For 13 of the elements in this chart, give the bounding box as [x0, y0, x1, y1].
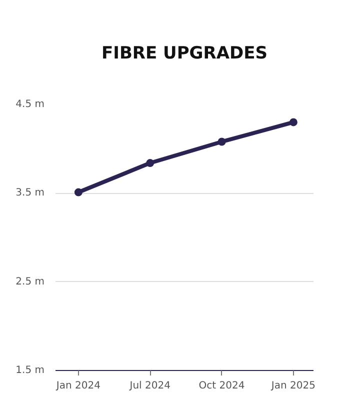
point	[289, 118, 298, 126]
chart-title: FIBRE UPGRADES	[102, 44, 268, 64]
x-tick-label: Jan 2024	[55, 380, 100, 392]
x-tick-label: Jan 2025	[270, 380, 316, 392]
point	[146, 159, 154, 168]
point	[218, 138, 226, 146]
x-tick-label: Oct 2024	[198, 380, 245, 392]
x-tick-label: Jul 2024	[128, 380, 170, 392]
y-tick-label: 2.5 m	[16, 276, 45, 288]
point	[74, 188, 82, 196]
y-tick-label: 4.5 m	[16, 99, 45, 110]
y-tick-label: 1.5 m	[16, 365, 45, 376]
y-tick-label: 3.5 m	[16, 188, 45, 199]
